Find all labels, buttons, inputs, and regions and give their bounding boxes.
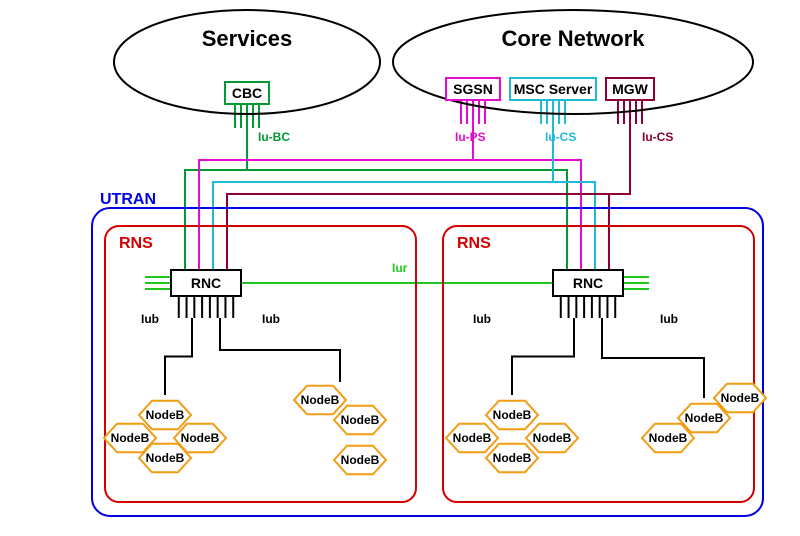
core-title: Core Network: [501, 26, 645, 51]
sgsn-label: SGSN: [453, 81, 493, 97]
msc-label: MSC Server: [514, 81, 593, 97]
svg-text:NodeB: NodeB: [453, 431, 492, 445]
iub-label-0: Iub: [141, 312, 159, 326]
svg-text:NodeB: NodeB: [341, 453, 380, 467]
mgw-label: MGW: [612, 81, 649, 97]
svg-text:NodeB: NodeB: [533, 431, 572, 445]
iface-iu-cs: Iu-CS: [642, 130, 673, 144]
svg-text:NodeB: NodeB: [181, 431, 220, 445]
cbc-label: CBC: [232, 85, 262, 101]
svg-text:NodeB: NodeB: [493, 408, 532, 422]
svg-text:RNC: RNC: [573, 275, 603, 291]
svg-text:RNC: RNC: [191, 275, 221, 291]
iface-iu-ps: Iu-PS: [455, 130, 486, 144]
svg-text:UTRAN: UTRAN: [100, 191, 156, 208]
svg-text:NodeB: NodeB: [493, 451, 532, 465]
iub-label-1: Iub: [262, 312, 280, 326]
svg-text:NodeB: NodeB: [146, 408, 185, 422]
iface-iur: Iur: [392, 261, 408, 275]
svg-text:NodeB: NodeB: [146, 451, 185, 465]
svg-text:NodeB: NodeB: [341, 413, 380, 427]
iub-label-2: Iub: [473, 312, 491, 326]
iface-iu-bc: Iu-BC: [258, 130, 290, 144]
svg-text:NodeB: NodeB: [649, 431, 688, 445]
svg-text:NodeB: NodeB: [301, 393, 340, 407]
svg-text:NodeB: NodeB: [721, 391, 760, 405]
iub-label-3: Iub: [660, 312, 678, 326]
svg-text:RNS: RNS: [119, 235, 153, 252]
services-title: Services: [202, 26, 293, 51]
iface-iu-cs: Iu-CS: [545, 130, 576, 144]
svg-text:RNS: RNS: [457, 235, 491, 252]
svg-text:NodeB: NodeB: [111, 431, 150, 445]
svg-text:NodeB: NodeB: [685, 411, 724, 425]
